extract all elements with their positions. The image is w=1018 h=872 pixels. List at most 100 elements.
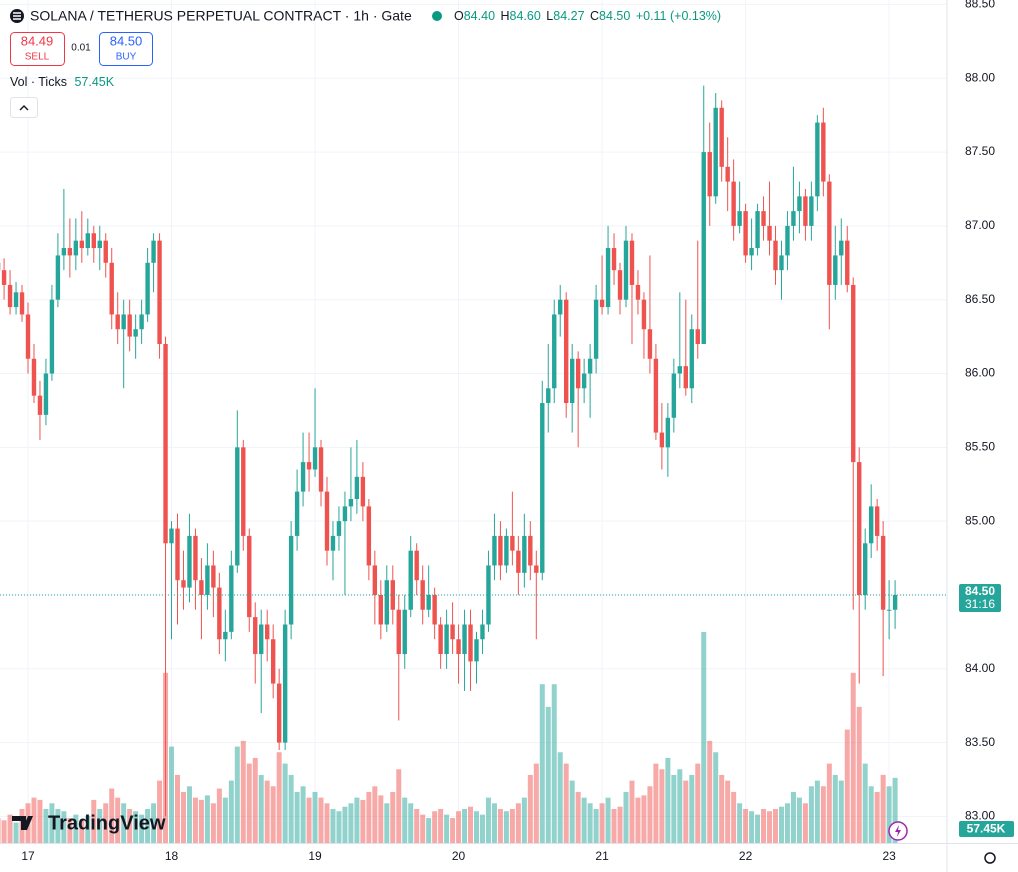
- candle-body: [456, 639, 461, 655]
- candle-body: [223, 631, 228, 640]
- candle-body: [1, 270, 7, 285]
- candle-body: [91, 233, 96, 249]
- buy-label: BUY: [116, 52, 137, 63]
- volume-bar: [79, 820, 85, 843]
- sell-button[interactable]: [10, 32, 65, 66]
- o-label: O: [454, 9, 464, 23]
- volume-bar: [545, 706, 551, 843]
- candle-body: [402, 609, 407, 655]
- chevron-icon: [19, 105, 29, 111]
- candle-body: [79, 240, 85, 249]
- volume-layer: [0, 632, 898, 843]
- volume-bar: [402, 797, 408, 843]
- candle-body: [270, 639, 276, 684]
- volume-bar: [515, 803, 521, 843]
- volume-bar: [617, 806, 623, 843]
- volume-bar: [838, 780, 844, 843]
- price-tag-price: 84.50: [965, 584, 995, 598]
- chart-title[interactable]: SOLANA / TETHERUS PERPETUAL CONTRACT · 1…: [30, 8, 412, 24]
- logo-mark: [12, 816, 33, 830]
- volume-bar: [814, 780, 820, 843]
- volume-bar: [115, 797, 121, 843]
- candle-body: [504, 535, 509, 566]
- candle-body: [659, 432, 665, 448]
- volume-bar: [886, 786, 892, 843]
- volume-bar: [581, 797, 587, 843]
- candle-body: [169, 528, 174, 544]
- volume-bar: [67, 818, 73, 843]
- candle-body: [97, 240, 102, 249]
- candle-body: [432, 594, 437, 625]
- volume-value: 57.45K: [74, 75, 114, 89]
- volume-bar: [276, 752, 282, 843]
- volume-bar: [844, 729, 850, 843]
- candle-body: [103, 240, 108, 263]
- volume-bar: [258, 774, 264, 843]
- candle-layer: [0, 85, 947, 817]
- volume-bar: [37, 799, 43, 843]
- volume-bar: [611, 808, 617, 843]
- candle-body: [127, 314, 132, 337]
- candle-body: [259, 624, 264, 655]
- market-status: [432, 11, 442, 21]
- volume-bar: [868, 786, 874, 843]
- volume-bar: [312, 791, 318, 843]
- candle-body: [282, 624, 288, 743]
- volume-bar: [378, 795, 384, 843]
- volume-bar: [587, 803, 593, 843]
- volume-bar: [127, 808, 133, 843]
- candle-body: [791, 211, 796, 226]
- buy-button[interactable]: [99, 32, 153, 66]
- volume-bar: [521, 797, 527, 843]
- volume-bar: [390, 791, 396, 843]
- candle-body: [599, 299, 605, 308]
- volume-bar: [109, 788, 115, 843]
- candle-body: [510, 535, 515, 551]
- volume-bar: [557, 752, 563, 843]
- volume-bar: [145, 808, 151, 843]
- volume-bar: [246, 763, 252, 843]
- spread: 0.01: [71, 43, 91, 54]
- candle-body: [611, 248, 617, 271]
- candle-body: [85, 233, 90, 249]
- candle-body: [205, 565, 210, 595]
- volume-bar: [133, 811, 139, 843]
- candle-body: [157, 240, 162, 344]
- volume-bar: [420, 814, 426, 843]
- candle-body: [761, 211, 766, 226]
- volume-tag-label: 57.45K: [967, 822, 1006, 836]
- candle-body: [880, 535, 886, 610]
- candle-body: [815, 122, 820, 197]
- volume-bar: [892, 777, 898, 843]
- settings-button[interactable]: [984, 852, 996, 864]
- candle-body: [318, 447, 324, 492]
- candle-body: [540, 403, 545, 573]
- candle-body: [534, 565, 539, 573]
- candle-body: [360, 476, 366, 507]
- candle-body: [569, 358, 575, 404]
- volume-bar: [121, 803, 127, 843]
- y-tick-label: 88.50: [965, 0, 995, 11]
- volume-bar: [563, 763, 569, 843]
- volume-bar: [13, 822, 19, 843]
- candle-body: [348, 499, 354, 507]
- logo-text[interactable]: TradingView: [48, 812, 166, 834]
- candle-body: [324, 491, 330, 551]
- volume-bar: [300, 786, 306, 843]
- volume-bar: [773, 808, 778, 843]
- candle-body: [199, 580, 204, 595]
- change-value: +0.11 (+0.13%): [636, 9, 721, 23]
- volume-bar: [826, 763, 832, 843]
- candle-body: [623, 240, 629, 300]
- candle-body: [785, 225, 790, 256]
- collapse-button[interactable]: [10, 97, 38, 118]
- candle-body: [779, 255, 784, 271]
- candle-body: [839, 240, 844, 256]
- candle-body: [725, 166, 730, 182]
- candle-body: [474, 639, 479, 662]
- candle-body: [312, 447, 318, 470]
- x-tick-label: 20: [452, 849, 466, 863]
- candle-body: [67, 248, 73, 256]
- candle-body: [821, 122, 826, 182]
- volume-bar: [444, 814, 450, 843]
